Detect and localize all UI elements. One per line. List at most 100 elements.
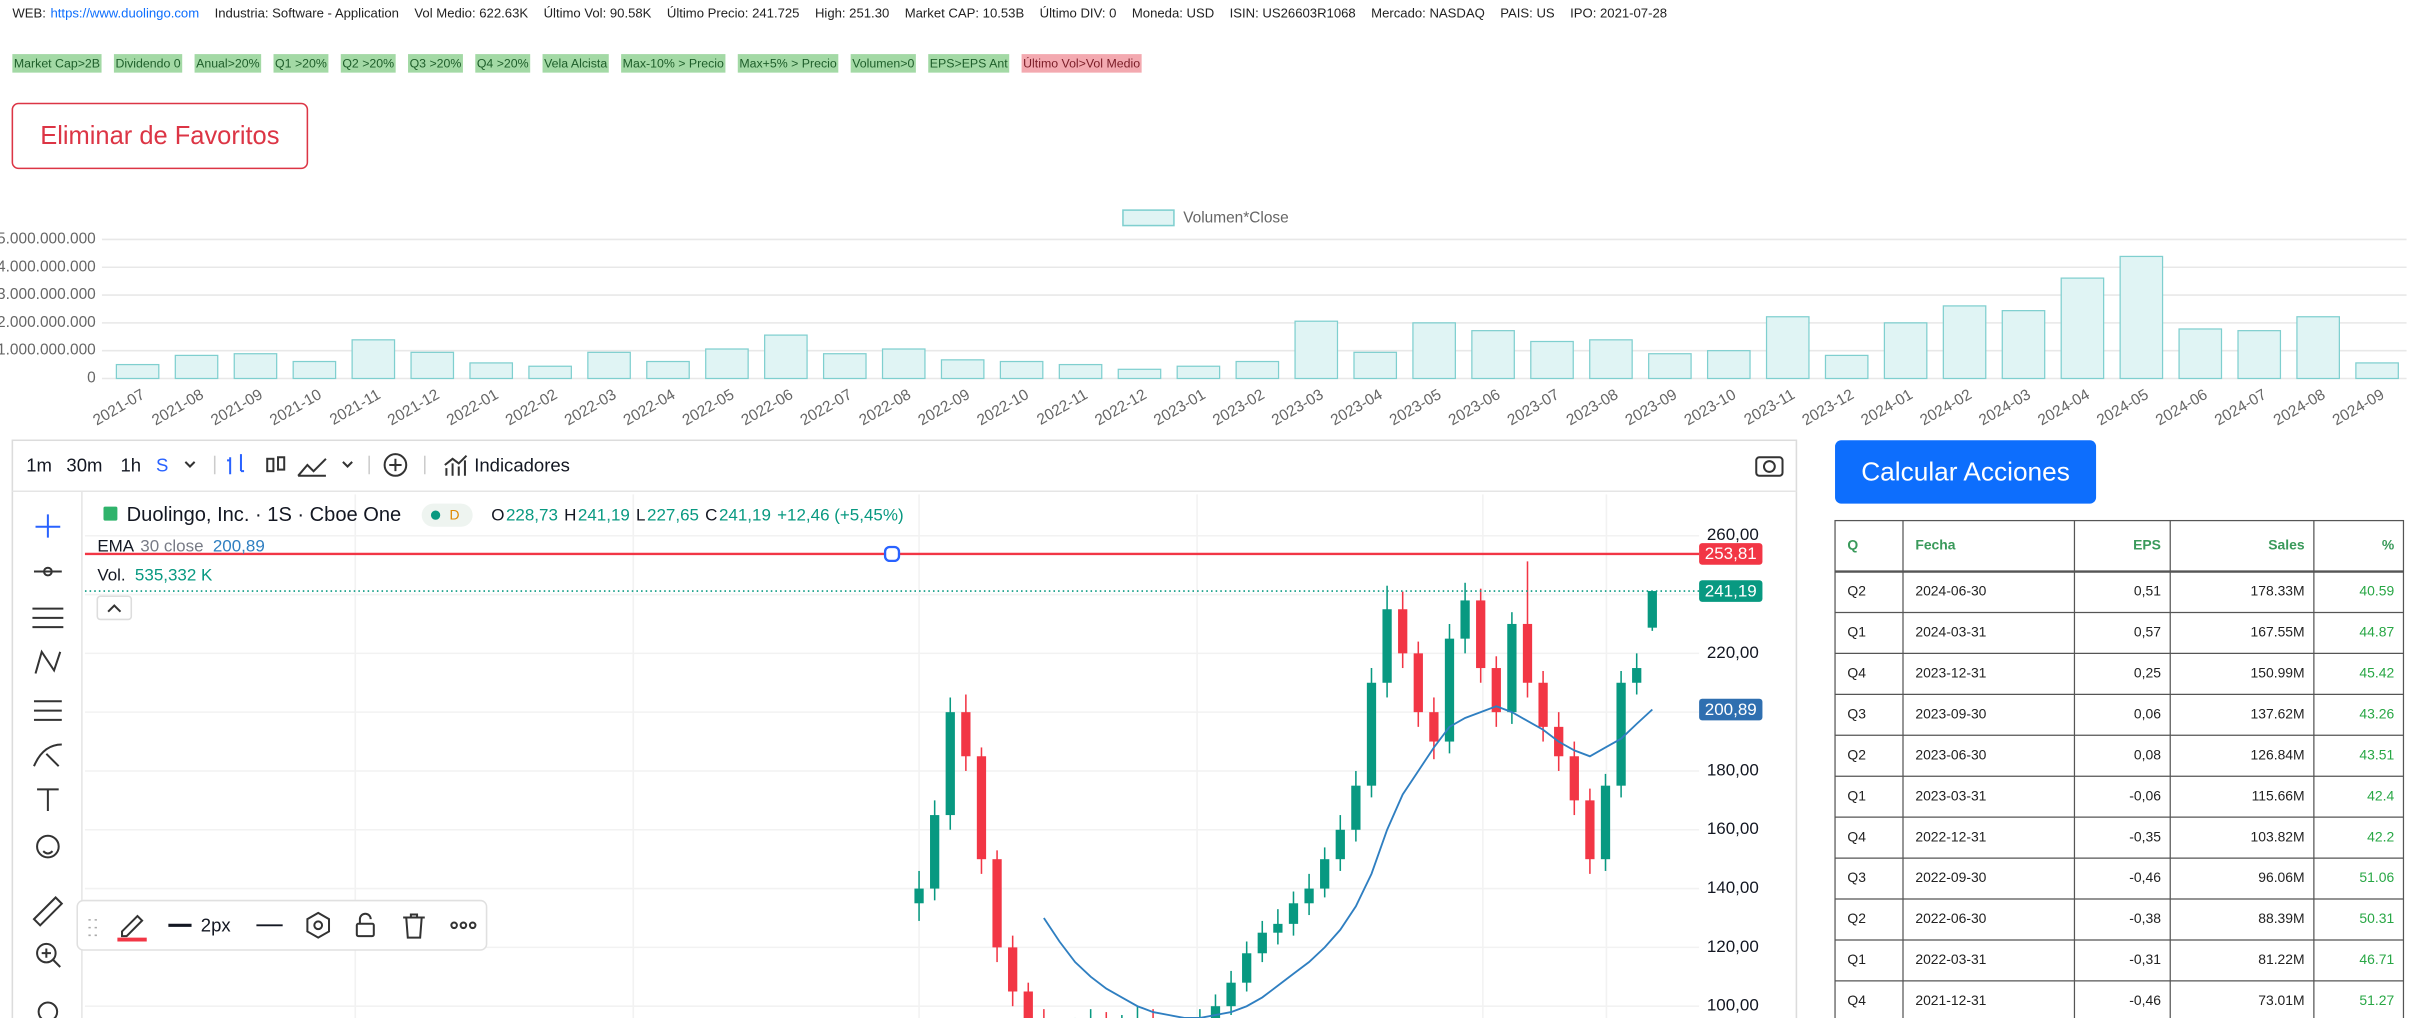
bar [999, 360, 1044, 380]
ema-params: 30 close [140, 536, 203, 555]
table-cell: 96.06M [2258, 869, 2304, 885]
bar [1942, 305, 1987, 380]
bar [469, 362, 514, 380]
line-width[interactable]: 2px [201, 915, 232, 936]
ohlc-key: C [705, 505, 717, 524]
bar [881, 348, 926, 380]
y-tick-label: 3.000.000.000 [0, 286, 96, 303]
header-item: PAIS: US [1500, 5, 1555, 20]
bar [1765, 316, 1810, 380]
candle-body [1522, 623, 1533, 683]
drawing-tools[interactable] [32, 514, 64, 1018]
interval[interactable]: S [156, 454, 168, 475]
collapse-icon [107, 604, 122, 613]
candle-body [1585, 800, 1595, 860]
bar [1471, 330, 1515, 380]
symbol: Duolingo, Inc. · 1S · Cboe One [127, 504, 402, 526]
header-item: ISIN: US26603R1068 [1230, 5, 1356, 20]
tag-label: Q2 >20% [342, 56, 394, 70]
table-frame [1834, 519, 2405, 1018]
price-badge-label: 253,81 [1705, 544, 1757, 563]
line-handle[interactable] [883, 545, 901, 563]
table-cell: Q1 [1847, 624, 1866, 640]
candle-body [930, 815, 940, 889]
candle-body [1008, 947, 1018, 992]
y-tick-label: 4.000.000.000 [0, 258, 96, 275]
x-tick-label: 2021-11 [327, 386, 384, 428]
table-cell: 2022-06-30 [1915, 910, 1986, 926]
bar [2355, 362, 2399, 380]
x-tick-label: 2023-08 [1564, 386, 1622, 429]
bar [2178, 328, 2223, 380]
table-cell: 73.01M [2258, 992, 2304, 1008]
tag-label: Anual>20% [196, 56, 260, 70]
price-badge [1699, 543, 1763, 565]
bar [587, 351, 631, 380]
bar [1235, 360, 1280, 380]
candle-body [1569, 756, 1579, 801]
candle-body [1413, 653, 1423, 713]
bar [233, 353, 278, 380]
indicators[interactable]: Indicadores [474, 454, 570, 475]
bar [1176, 365, 1221, 380]
candle-body [992, 859, 1002, 948]
symbol-icon [103, 506, 118, 521]
x-tick-label: 2023-07 [1505, 386, 1563, 429]
x-tick-label: 2022-10 [974, 386, 1032, 429]
bar [1883, 322, 1928, 380]
candle-body [1257, 932, 1267, 954]
x-tick-label: 2022-12 [1092, 386, 1150, 429]
table-cell: -0,46 [2129, 992, 2161, 1008]
candle-body [1616, 682, 1626, 786]
tag [475, 54, 531, 73]
x-tick-label: 2022-08 [856, 386, 914, 429]
bar [410, 351, 455, 380]
table-header: % [2382, 537, 2394, 553]
table-cell: 103.82M [2251, 828, 2305, 844]
table-header: Q [1847, 537, 1858, 553]
x-tick-label: 2022-07 [797, 386, 855, 429]
bar [115, 363, 160, 380]
bar [1530, 340, 1574, 380]
table-header: EPS [2133, 537, 2161, 553]
table-cell: 50.31 [2359, 910, 2394, 926]
candle-body [1226, 982, 1236, 1007]
table-cell: 2024-06-30 [1915, 583, 1986, 599]
candle-body [1366, 682, 1377, 786]
candle-body [1476, 600, 1486, 669]
ohlc-value: 241,19 [578, 505, 630, 524]
ohlc-key: L [636, 505, 645, 524]
bar [2296, 316, 2340, 380]
tag-label: Vela Alcista [544, 56, 607, 70]
x-tick-label: 2023-02 [1210, 386, 1268, 429]
interval[interactable]: 30m [66, 454, 102, 475]
candle-body [961, 712, 971, 757]
table-cell: 88.39M [2258, 910, 2304, 926]
table-cell: 2023-09-30 [1915, 705, 1986, 721]
calc-button[interactable] [1835, 440, 2097, 504]
web-link[interactable]: https://www.duolingo.com [51, 5, 200, 20]
calc-button-label: Calcular Acciones [1861, 456, 2070, 486]
candle-body [1210, 1006, 1221, 1018]
collapse-legend[interactable] [96, 595, 133, 621]
price-badge [1699, 698, 1763, 721]
interval[interactable]: 1h [120, 454, 141, 475]
favorites-button[interactable] [11, 102, 309, 170]
candle-body [1538, 682, 1548, 727]
table-cell: 2023-03-31 [1915, 787, 1986, 803]
x-tick-label: 2023-01 [1151, 386, 1209, 429]
x-tick-label: 2022-06 [739, 386, 797, 429]
candle-body [1491, 668, 1501, 713]
bar [1412, 322, 1456, 380]
bar [1706, 350, 1751, 380]
interval[interactable]: 1m [26, 454, 52, 475]
toolbar-icons[interactable] [184, 453, 1784, 477]
x-tick-label: 2024-05 [2094, 386, 2152, 429]
price-badge-label: 241,19 [1705, 581, 1757, 600]
tag-label: Q1 >20% [275, 56, 327, 70]
price-tick-label: 140,00 [1707, 878, 1759, 897]
tag [1021, 54, 1142, 73]
table-cell: 0,51 [2134, 583, 2161, 599]
floating-icons[interactable] [88, 911, 477, 942]
